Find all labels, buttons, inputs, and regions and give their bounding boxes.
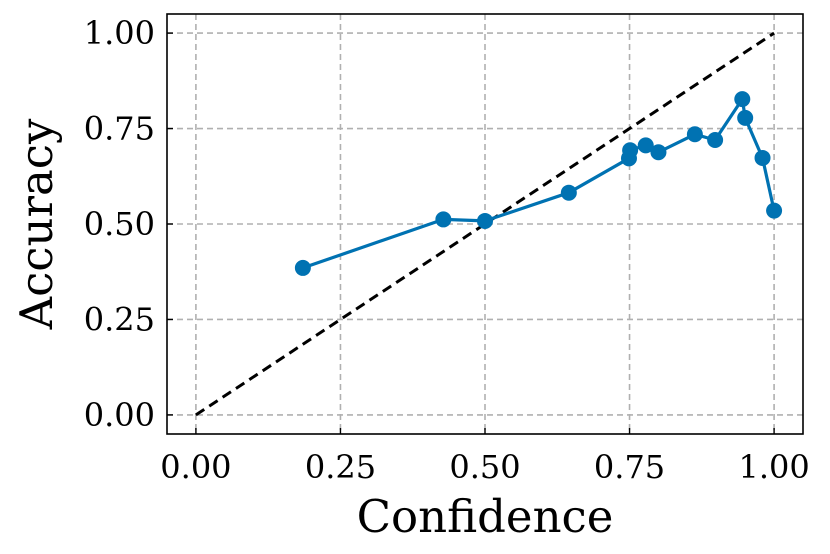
y-axis-label: Accuracy xyxy=(10,118,63,330)
data-point-2 xyxy=(477,212,493,229)
reference-diagonal xyxy=(195,31,775,417)
data-point-9 xyxy=(707,132,724,148)
data-point-0 xyxy=(294,259,311,276)
x-tick-label-0: 0.00 xyxy=(160,448,231,486)
x-tick-label-1: 0.25 xyxy=(305,448,376,486)
y-tick-label-1: 0.25 xyxy=(84,300,155,338)
data-point-12 xyxy=(754,149,771,166)
series-line-0 xyxy=(302,97,776,270)
y-tick-label-3: 0.75 xyxy=(84,110,155,148)
data-point-8 xyxy=(686,126,703,143)
reference-diagonal-line xyxy=(195,31,775,417)
data-point-5 xyxy=(622,142,639,159)
data-point-11 xyxy=(737,109,754,126)
y-tick-label-0: 0.00 xyxy=(84,396,155,434)
data-point-6 xyxy=(637,137,654,154)
x-tick-label-4: 1.00 xyxy=(738,448,809,486)
y-tick-label-4: 1.00 xyxy=(84,14,155,52)
data-point-13 xyxy=(766,202,783,219)
axis-ticks: 0.00 0.25 0.50 0.75 1.00 0.00 0.25 0.50 0.75 1.00 xyxy=(84,14,810,486)
grid-lines xyxy=(167,14,803,434)
data-point-10 xyxy=(734,91,751,108)
data-point-3 xyxy=(560,184,577,201)
y-tick-label-2: 0.50 xyxy=(84,205,155,243)
x-tick-label-2: 0.50 xyxy=(449,448,520,486)
x-tick-label-3: 0.75 xyxy=(594,448,665,486)
x-axis-label: Confidence xyxy=(357,490,614,543)
series-layer xyxy=(294,91,783,276)
data-point-7 xyxy=(650,144,667,161)
data-point-1 xyxy=(435,211,452,228)
